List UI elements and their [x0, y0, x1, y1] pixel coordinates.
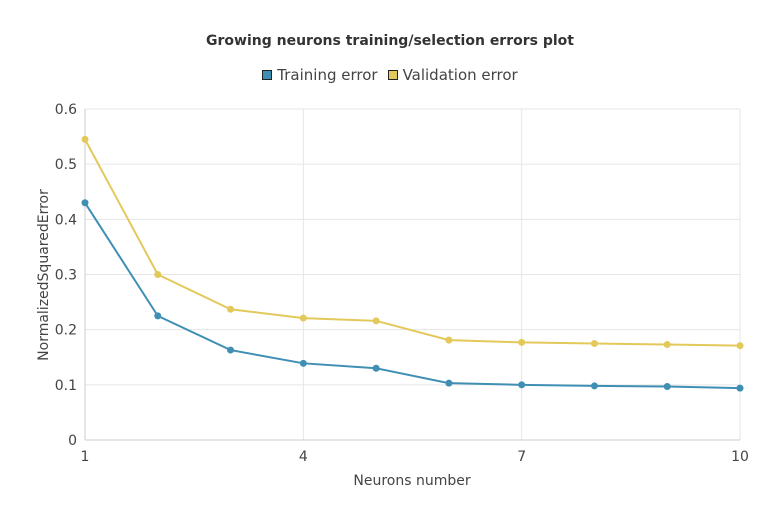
data-point-training[interactable] — [736, 384, 744, 392]
x-tick-label: 4 — [299, 449, 308, 465]
legend-item-training[interactable]: Training error — [262, 66, 378, 84]
data-point-validation[interactable] — [154, 271, 162, 278]
y-tick-label: 0.5 — [55, 157, 77, 173]
data-point-training[interactable] — [81, 199, 89, 207]
series-line-training — [84, 202, 741, 390]
y-axis-label: NormalizedSquaredError — [36, 189, 52, 361]
x-tick-label: 1 — [81, 449, 90, 465]
data-point-training[interactable] — [663, 382, 671, 390]
y-tick-label: 0.4 — [55, 212, 77, 228]
data-point-training[interactable] — [445, 379, 453, 387]
data-point-validation[interactable] — [81, 135, 89, 143]
data-point-validation[interactable] — [663, 341, 671, 349]
data-point-training[interactable] — [372, 364, 380, 372]
series-layer — [81, 135, 744, 392]
legend: Training error Validation error — [0, 66, 780, 84]
x-axis-label: Neurons number — [353, 473, 470, 489]
y-tick-label: 0.1 — [55, 378, 77, 394]
grid — [84, 108, 741, 441]
legend-swatch-training — [262, 70, 273, 80]
series-line-validation — [84, 138, 741, 347]
data-point-validation[interactable] — [736, 342, 744, 350]
data-point-validation[interactable] — [445, 336, 453, 344]
x-tick-label: 10 — [731, 449, 749, 465]
data-point-validation[interactable] — [227, 305, 235, 313]
data-point-training[interactable] — [518, 381, 526, 389]
data-point-training[interactable] — [154, 312, 162, 320]
y-tick-label: 0.6 — [55, 102, 77, 118]
data-point-validation[interactable] — [299, 314, 307, 322]
axes: 0 0.1 0.2 0.3 0.4 0.5 0.6 1 4 7 10 — [55, 102, 749, 465]
data-point-training[interactable] — [299, 359, 307, 367]
y-tick-label: 0.3 — [55, 268, 77, 284]
data-point-training[interactable] — [590, 382, 598, 390]
data-point-training[interactable] — [227, 346, 235, 354]
data-point-validation[interactable] — [372, 317, 380, 325]
data-point-validation[interactable] — [518, 338, 526, 346]
y-tick-label: 0 — [68, 433, 77, 449]
legend-label-training: Training error — [277, 66, 378, 84]
x-tick-label: 7 — [517, 449, 526, 465]
chart-title: Growing neurons training/selection error… — [206, 33, 574, 49]
legend-swatch-validation — [387, 70, 398, 80]
data-point-validation[interactable] — [590, 339, 598, 347]
legend-label-validation: Validation error — [402, 66, 518, 84]
y-tick-label: 0.2 — [55, 323, 77, 339]
legend-item-validation[interactable]: Validation error — [387, 66, 518, 84]
